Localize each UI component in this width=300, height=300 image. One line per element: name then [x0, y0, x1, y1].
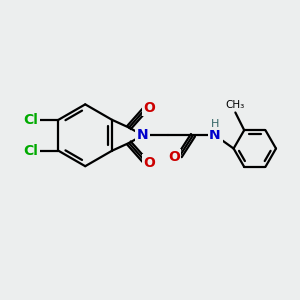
Text: Cl: Cl — [23, 113, 38, 127]
Text: O: O — [144, 101, 155, 115]
Text: Cl: Cl — [23, 144, 38, 158]
Text: CH₃: CH₃ — [226, 100, 245, 110]
Text: N: N — [137, 128, 149, 142]
Text: N: N — [209, 128, 221, 142]
Text: H: H — [211, 119, 219, 129]
Text: O: O — [144, 156, 155, 170]
Text: O: O — [168, 150, 180, 164]
